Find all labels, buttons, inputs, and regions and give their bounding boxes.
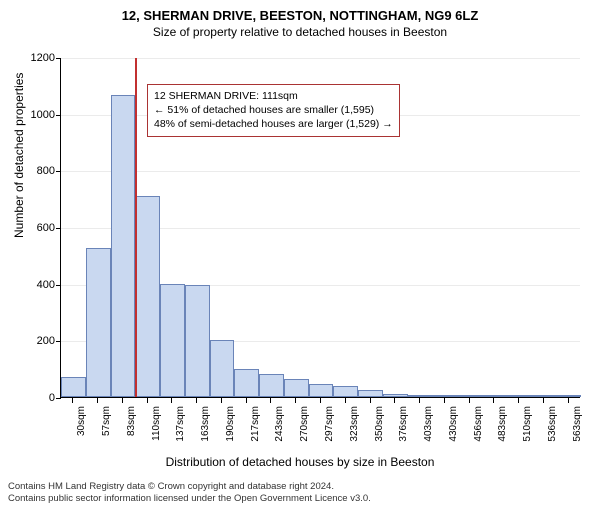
x-tick-label: 83sqm [126,406,137,436]
histogram-bar [135,196,160,397]
histogram-bar [358,390,383,397]
histogram-bar [61,377,86,397]
x-tick-label: 270sqm [299,406,310,442]
x-tick-label: 403sqm [423,406,434,442]
footer-line1: Contains HM Land Registry data © Crown c… [8,481,371,492]
histogram-bar [333,386,358,397]
histogram-bar [457,395,482,397]
y-tick-label: 200 [21,335,55,347]
annotation-line: ← 51% of detached houses are smaller (1,… [154,103,393,117]
x-tick-label: 456sqm [473,406,484,442]
x-tick-label: 483sqm [497,406,508,442]
marker-line [135,58,137,397]
footer-line2: Contains public sector information licen… [8,493,371,504]
x-tick-label: 430sqm [448,406,459,442]
histogram-bar [556,395,581,397]
y-axis-label: Number of detached properties [12,73,26,238]
x-tick-label: 350sqm [374,406,385,442]
histogram-bar [408,395,433,397]
x-tick-label: 137sqm [175,406,186,442]
y-tick-label: 400 [21,279,55,291]
plot-area: 02004006008001000120012 SHERMAN DRIVE: 1… [60,58,580,428]
x-tick-label: 243sqm [274,406,285,442]
histogram-bar [284,379,309,397]
histogram-bar [86,248,111,397]
x-tick-label: 536sqm [547,406,558,442]
annotation-box: 12 SHERMAN DRIVE: 111sqm← 51% of detache… [147,84,400,137]
histogram-bar [185,285,210,397]
histogram-bar [507,395,532,397]
annotation-line: 48% of semi-detached houses are larger (… [154,117,393,131]
x-tick-label: 217sqm [250,406,261,442]
histogram-bar [210,340,235,397]
histogram-bar [531,395,556,397]
y-tick-label: 0 [21,392,55,404]
x-tick-label: 30sqm [76,406,87,436]
histogram-bar [383,394,408,397]
x-tick-label: 563sqm [572,406,583,442]
x-tick-label: 163sqm [200,406,211,442]
histogram-bar [482,395,507,397]
y-tick-label: 600 [21,222,55,234]
y-tick-label: 1000 [21,109,55,121]
histogram-bar [234,369,259,397]
y-tick-label: 800 [21,165,55,177]
histogram-bar [432,395,457,397]
histogram-bar [111,95,136,397]
histogram-bar [259,374,284,397]
x-tick-label: 57sqm [101,406,112,436]
histogram-bar [160,284,185,397]
chart-title-main: 12, SHERMAN DRIVE, BEESTON, NOTTINGHAM, … [0,8,600,23]
y-tick-label: 1200 [21,52,55,64]
x-axis-label: Distribution of detached houses by size … [0,455,600,469]
footer-attribution: Contains HM Land Registry data © Crown c… [8,481,371,504]
x-tick-label: 510sqm [522,406,533,442]
chart-title-sub: Size of property relative to detached ho… [0,25,600,39]
x-tick-label: 323sqm [349,406,360,442]
annotation-line: 12 SHERMAN DRIVE: 111sqm [154,89,393,103]
histogram-bar [309,384,334,397]
x-tick-label: 190sqm [225,406,236,442]
x-tick-label: 297sqm [324,406,335,442]
x-tick-label: 110sqm [151,406,162,441]
x-tick-label: 376sqm [398,406,409,442]
